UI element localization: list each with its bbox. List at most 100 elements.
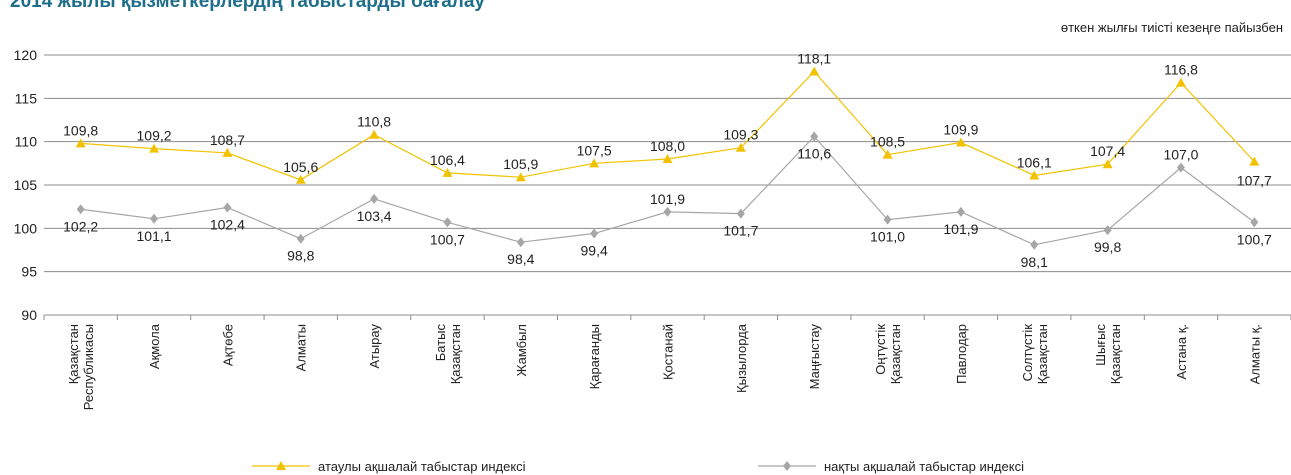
data-point	[590, 228, 599, 239]
data-label: 109,8	[63, 122, 98, 138]
data-label: 101,7	[723, 223, 758, 239]
legend-label: атаулы ақшалай табыстар индексі	[318, 459, 526, 474]
series-line	[80, 70, 1255, 181]
data-point	[516, 237, 525, 248]
data-label: 105,9	[503, 156, 538, 172]
data-label: 101,1	[137, 228, 172, 244]
data-point	[1175, 77, 1186, 87]
data-point	[515, 172, 526, 182]
x-tick-label: Қазақстан	[1035, 324, 1050, 384]
x-tick-label: Қазақстан	[66, 324, 81, 384]
data-label: 106,4	[430, 152, 465, 168]
x-tick-label: Алматы	[294, 324, 309, 371]
data-point	[222, 147, 233, 157]
data-point	[1103, 225, 1112, 236]
x-tick-label: Шығыс	[1093, 324, 1108, 366]
data-label: 118,1	[797, 50, 831, 66]
data-label: 101,9	[943, 221, 978, 237]
x-tick-label: Қызылорда	[734, 323, 749, 393]
y-tick-label: 90	[21, 307, 37, 323]
data-label: 107,5	[577, 142, 612, 158]
data-point	[76, 204, 85, 215]
data-point	[883, 214, 892, 225]
chart-title: 2014 жылы қызметкерлердің табыстарды бағ…	[10, 0, 485, 12]
data-point	[296, 233, 305, 244]
y-tick-label: 95	[21, 264, 37, 280]
chart-subtitle: өткен жылғы тиісті кезеңге пайызбен	[1060, 20, 1283, 35]
data-point	[1030, 239, 1039, 250]
x-tick-label: Қазақстан	[448, 324, 463, 384]
x-tick-label: Солтүстік	[1020, 324, 1035, 382]
data-point	[809, 66, 820, 76]
x-tick-label: Маңғыстау	[807, 324, 822, 390]
data-label: 107,7	[1237, 173, 1272, 189]
data-point	[589, 158, 600, 168]
data-point	[956, 206, 965, 217]
data-point	[223, 202, 232, 213]
data-point	[1250, 217, 1259, 228]
data-label: 98,4	[507, 251, 534, 267]
data-label: 100,7	[430, 231, 465, 247]
x-tick-label: Қостанай	[661, 324, 676, 380]
data-point	[443, 217, 452, 228]
x-tick-label: Оңтүстік	[873, 324, 888, 375]
x-tick-label: Ақмола	[147, 323, 162, 369]
y-tick-label: 100	[14, 220, 38, 236]
data-point	[149, 143, 160, 153]
data-point	[810, 131, 819, 142]
data-label: 109,9	[943, 122, 978, 138]
data-label: 103,4	[357, 208, 392, 224]
data-label: 110,8	[357, 114, 391, 130]
x-tick-label: Жамбыл	[514, 324, 529, 377]
data-point	[663, 206, 672, 217]
data-point	[736, 208, 745, 219]
data-point	[442, 167, 453, 177]
x-tick-label: Батыс	[433, 324, 448, 362]
data-label: 108,5	[870, 134, 905, 150]
data-point	[735, 142, 746, 152]
data-label: 108,0	[650, 138, 685, 154]
data-point	[1029, 170, 1040, 180]
data-point	[295, 174, 306, 184]
x-tick-label: Ақтөбе	[220, 324, 235, 366]
data-label: 109,2	[137, 128, 172, 144]
data-point	[75, 138, 86, 148]
legend-marker	[276, 461, 286, 470]
data-label: 107,0	[1163, 147, 1198, 163]
data-label: 106,1	[1017, 154, 1052, 170]
data-point	[1249, 156, 1260, 166]
data-point	[1176, 162, 1185, 173]
y-tick-label: 105	[14, 177, 38, 193]
data-label: 98,1	[1021, 254, 1048, 270]
data-label: 99,4	[581, 243, 608, 259]
x-tick-label: Республикасы	[81, 324, 96, 410]
x-tick-label: Қазақстан	[1108, 324, 1123, 384]
data-label: 116,8	[1164, 62, 1198, 78]
data-label: 100,7	[1237, 231, 1272, 247]
data-point	[369, 129, 380, 139]
legend-marker	[783, 461, 791, 471]
data-point	[150, 213, 159, 224]
data-label: 102,4	[210, 217, 245, 233]
data-label: 109,3	[723, 127, 758, 143]
x-tick-label: Қазақстан	[888, 324, 903, 384]
data-label: 98,8	[287, 248, 314, 264]
x-tick-label: Астана қ.	[1174, 324, 1189, 380]
data-point	[1102, 159, 1113, 169]
data-point	[955, 137, 966, 147]
data-label: 99,8	[1094, 239, 1121, 255]
data-point	[882, 149, 893, 159]
data-label: 101,0	[870, 229, 905, 245]
data-label: 107,4	[1090, 143, 1125, 159]
legend-label: нақты ақшалай табыстар индексі	[824, 459, 1024, 474]
y-tick-label: 120	[14, 47, 38, 63]
y-tick-label: 110	[15, 134, 38, 150]
x-tick-label: Алматы қ.	[1247, 324, 1262, 384]
y-tick-label: 115	[15, 90, 38, 106]
data-point	[370, 193, 379, 204]
data-label: 102,2	[63, 218, 98, 234]
data-label: 105,6	[283, 159, 318, 175]
x-tick-label: Атырау	[367, 324, 382, 369]
x-tick-label: Қарағанды	[587, 324, 602, 389]
